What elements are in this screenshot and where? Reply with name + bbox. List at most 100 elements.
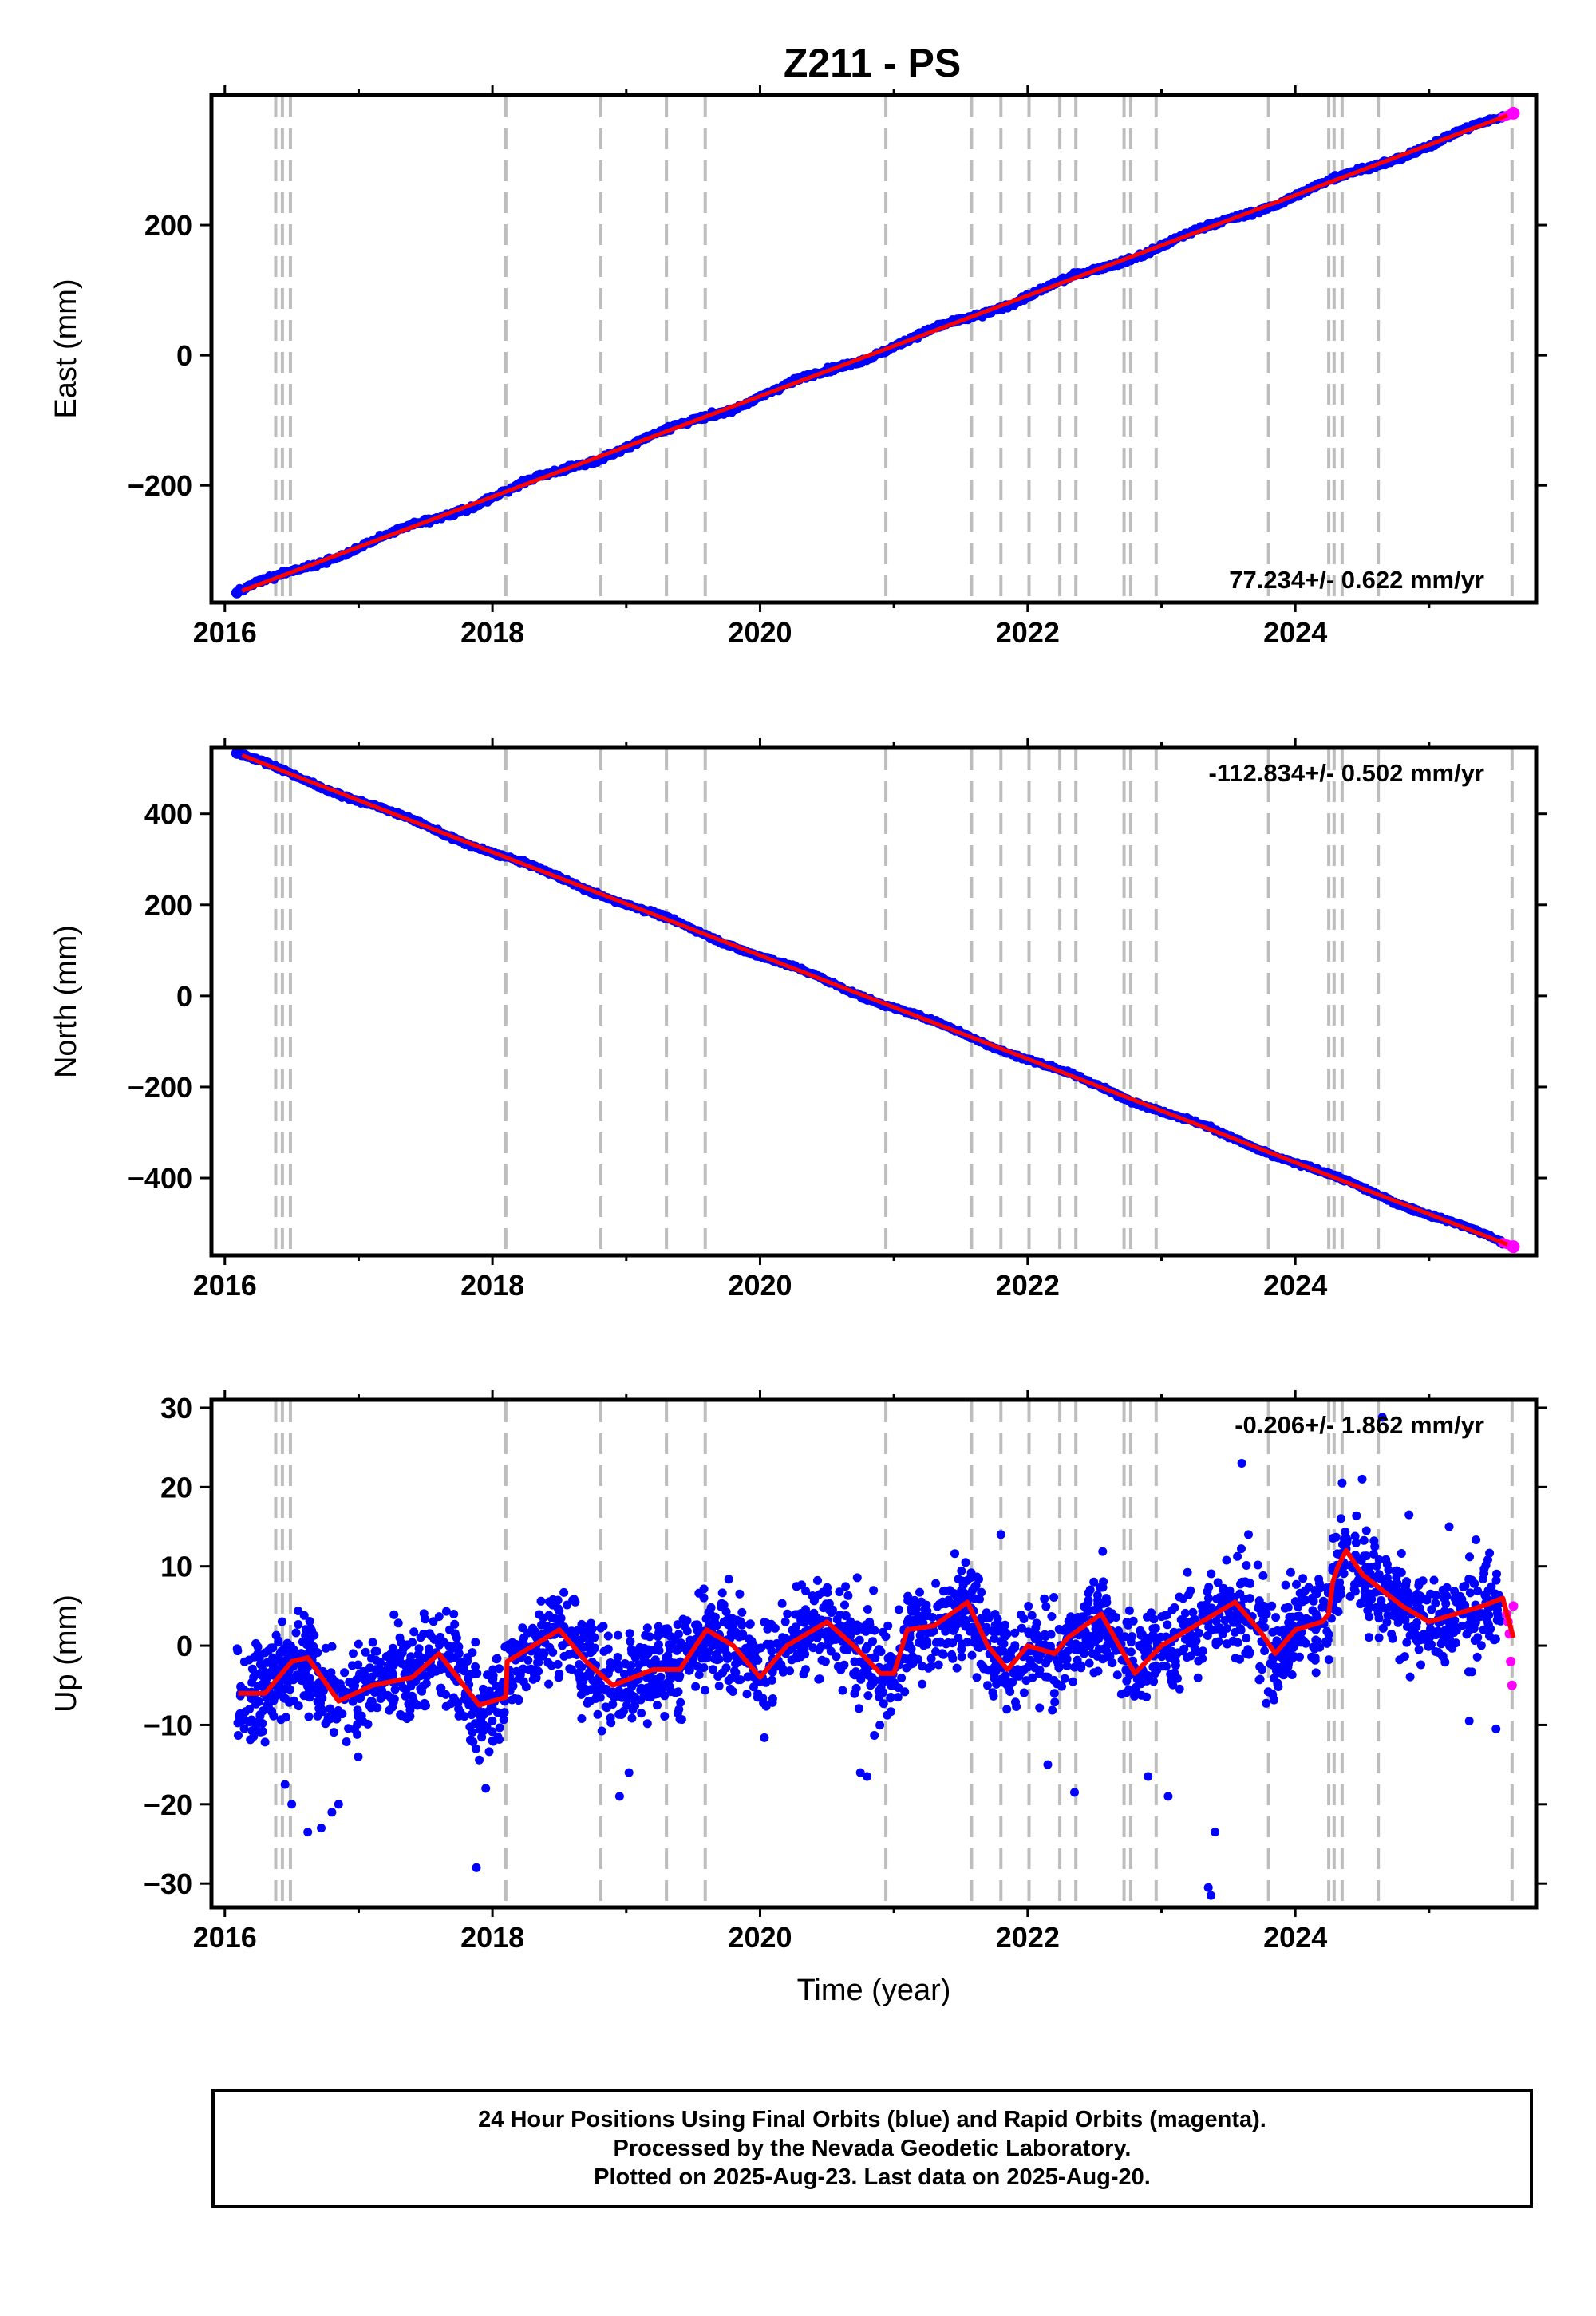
data-point (1262, 1698, 1271, 1708)
data-point (298, 1674, 307, 1683)
data-point (1193, 1673, 1203, 1682)
data-point (1383, 1611, 1393, 1620)
data-point (1392, 1573, 1401, 1583)
data-point (1287, 1612, 1297, 1622)
data-point (1002, 1630, 1012, 1639)
rate-label: -112.834+/- 0.502 mm/yr (1208, 759, 1484, 787)
data-point (1002, 1654, 1011, 1664)
y-tick-label: 200 (144, 209, 192, 242)
data-point (1478, 1575, 1487, 1583)
data-point (593, 1709, 602, 1719)
data-point (555, 1669, 564, 1678)
data-point (1032, 1618, 1041, 1628)
data-point (405, 1657, 414, 1666)
data-point (917, 1597, 926, 1607)
data-point (1429, 1575, 1439, 1585)
data-point (627, 1713, 637, 1723)
data-point (1010, 1628, 1020, 1638)
data-point (1183, 1567, 1192, 1577)
data-point (835, 1587, 844, 1597)
data-point (1098, 1547, 1108, 1556)
data-point (383, 1690, 393, 1700)
data-point (389, 1610, 399, 1619)
data-point (1308, 1606, 1317, 1615)
data-point (436, 1665, 445, 1674)
data-point (353, 1705, 362, 1715)
data-point (717, 1588, 727, 1598)
data-point (642, 1719, 652, 1729)
data-point (247, 1694, 256, 1703)
data-point (307, 1681, 317, 1690)
data-point (409, 1627, 419, 1637)
model-fit-line (235, 751, 1515, 1249)
data-point (1310, 1586, 1320, 1595)
data-point (1122, 1618, 1132, 1627)
data-point (1492, 1615, 1502, 1625)
data-point (1124, 1606, 1134, 1615)
data-point (721, 1663, 731, 1673)
data-point (1424, 1642, 1433, 1651)
data-point (340, 1668, 350, 1678)
data-point (567, 1665, 576, 1674)
data-point (843, 1591, 853, 1600)
data-point (390, 1685, 400, 1694)
data-point (1270, 1674, 1278, 1683)
data-point (717, 1599, 726, 1608)
data-point (559, 1651, 569, 1661)
data-point (750, 1652, 760, 1662)
data-point (405, 1705, 415, 1715)
data-point (537, 1620, 546, 1630)
data-point (590, 1633, 599, 1642)
rate-label: 77.234+/- 0.622 mm/yr (1229, 566, 1484, 594)
data-point (544, 1679, 554, 1689)
data-point (626, 1668, 635, 1677)
data-point (706, 1603, 716, 1612)
data-point (934, 1660, 943, 1670)
data-point (729, 1651, 739, 1661)
data-point (1485, 1548, 1495, 1558)
data-point (1342, 1538, 1352, 1547)
data-point (1069, 1677, 1077, 1686)
data-point (1319, 1596, 1328, 1606)
data-point (306, 1623, 315, 1633)
data-point (488, 1736, 497, 1745)
data-point (863, 1691, 873, 1701)
data-point (579, 1627, 588, 1637)
plot-frame (209, 93, 1539, 605)
data-point (536, 1596, 546, 1606)
data-point (1333, 1607, 1343, 1616)
data-point (626, 1637, 635, 1646)
data-point (1179, 1644, 1189, 1654)
data-point (620, 1659, 630, 1668)
data-point (1361, 1526, 1371, 1535)
plot-area (232, 1413, 1519, 1900)
data-point (1099, 1577, 1108, 1587)
x-tick-label: 2022 (996, 1269, 1060, 1302)
data-point (1405, 1672, 1415, 1682)
data-point (1281, 1580, 1290, 1590)
data-point (950, 1549, 959, 1559)
data-point (1400, 1652, 1409, 1662)
data-point (780, 1617, 790, 1626)
data-point (873, 1646, 883, 1656)
data-point (967, 1650, 977, 1660)
data-point (918, 1662, 927, 1671)
data-point (456, 1658, 465, 1668)
data-point (329, 1728, 338, 1737)
data-point (883, 1710, 892, 1720)
data-point (947, 1650, 957, 1659)
data-point (1163, 1620, 1172, 1630)
data-point (1367, 1595, 1377, 1604)
data-point (1147, 1608, 1156, 1618)
x-tick-label: 2018 (460, 616, 524, 649)
data-point (952, 1591, 961, 1601)
data-point (269, 1711, 279, 1721)
data-point (472, 1669, 482, 1678)
data-point (231, 748, 243, 759)
data-point (441, 1690, 451, 1699)
data-point (353, 1720, 362, 1729)
data-point (596, 1623, 606, 1633)
data-point (670, 1658, 679, 1668)
y-tick-label: −400 (128, 1162, 192, 1195)
